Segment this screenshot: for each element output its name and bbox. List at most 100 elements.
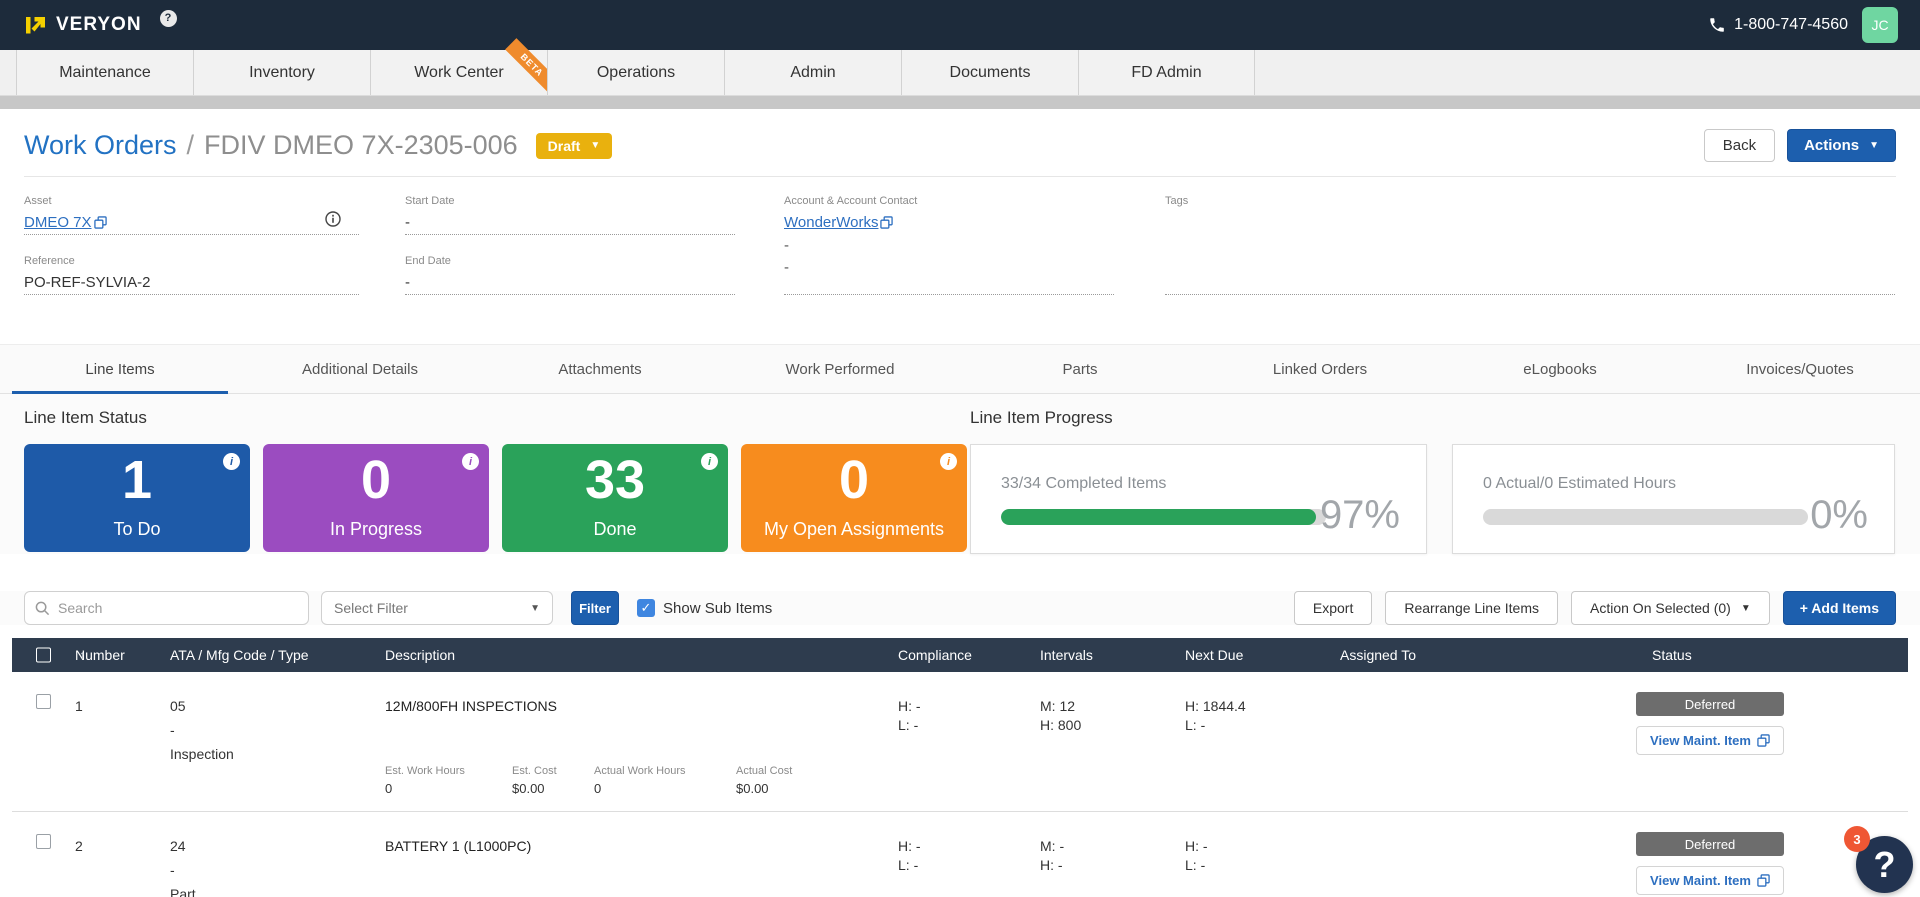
row-ata-type: 05 - Inspection <box>170 697 234 769</box>
module-nav: Maintenance Inventory Work Center BETA O… <box>0 50 1920 96</box>
progress-bar-track <box>1001 509 1326 525</box>
open-window-icon <box>1757 734 1770 747</box>
field-reference: Reference PO-REF-SYLVIA-2 <box>24 255 359 295</box>
progress-percent: 97% <box>1320 493 1400 538</box>
asset-link[interactable]: DMEO 7X <box>24 214 107 231</box>
show-sub-items-toggle[interactable]: ✓ Show Sub Items <box>637 599 772 617</box>
status-dropdown[interactable]: Draft ▼ <box>536 133 613 159</box>
back-button[interactable]: Back <box>1704 129 1775 162</box>
row-checkbox[interactable] <box>36 694 51 709</box>
tab-work-performed[interactable]: Work Performed <box>720 345 960 393</box>
actions-button[interactable]: Actions ▼ <box>1787 129 1896 162</box>
phone-icon <box>1708 16 1726 34</box>
notification-badge: 3 <box>1844 826 1870 852</box>
nav-tab-admin[interactable]: Admin <box>724 50 901 95</box>
account-link[interactable]: WonderWorks <box>784 214 893 231</box>
tab-additional-details[interactable]: Additional Details <box>240 345 480 393</box>
filter-select[interactable]: Select Filter ▼ <box>321 591 553 625</box>
row-intervals: M: 12 H: 800 <box>1040 697 1081 735</box>
status-card-my-open-assignments[interactable]: i 0 My Open Assignments <box>741 444 967 552</box>
column-description[interactable]: Description <box>385 647 455 663</box>
line-items-table: Number↑ ATA / Mfg Code / Type Descriptio… <box>12 638 1908 897</box>
breadcrumb-work-orders[interactable]: Work Orders <box>24 130 177 161</box>
chevron-down-icon: ▼ <box>530 603 540 614</box>
hours-progress-card: 0 Actual/0 Estimated Hours 0% <box>1452 444 1895 554</box>
tab-parts[interactable]: Parts <box>960 345 1200 393</box>
breadcrumb-separator: / <box>187 130 195 161</box>
phone-number: 1-800-747-4560 <box>1734 16 1848 34</box>
tab-line-items[interactable]: Line Items <box>0 345 240 393</box>
open-window-icon <box>1757 874 1770 887</box>
tab-attachments[interactable]: Attachments <box>480 345 720 393</box>
filter-button[interactable]: Filter <box>571 591 619 625</box>
select-all-checkbox[interactable] <box>36 648 51 663</box>
view-maint-item-button[interactable]: View Maint. Item <box>1636 726 1784 755</box>
status-card-done[interactable]: i 33 Done <box>502 444 728 552</box>
view-maint-item-button[interactable]: View Maint. Item <box>1636 866 1784 895</box>
export-button[interactable]: Export <box>1294 591 1372 625</box>
tab-elogbooks[interactable]: eLogbooks <box>1440 345 1680 393</box>
divider-bar <box>0 96 1920 109</box>
rearrange-line-items-button[interactable]: Rearrange Line Items <box>1385 591 1558 625</box>
page-header: Work Orders / FDIV DMEO 7X-2305-006 Draf… <box>0 109 1920 162</box>
field-tags: Tags <box>1165 195 1895 295</box>
topbar-help-icon[interactable]: ? <box>160 10 177 27</box>
completed-items-progress-card: 33/34 Completed Items 97% <box>970 444 1427 554</box>
nav-tab-operations[interactable]: Operations <box>547 50 724 95</box>
row-intervals: M: - H: - <box>1040 837 1064 875</box>
status-card-in-progress[interactable]: i 0 In Progress <box>263 444 489 552</box>
column-next-due[interactable]: Next Due <box>1185 647 1243 663</box>
row-next-due: H: - L: - <box>1185 837 1208 875</box>
row-description: 12M/800FH INSPECTIONS <box>385 697 557 716</box>
table-row: 1 05 - Inspection 12M/800FH INSPECTIONS … <box>12 672 1908 812</box>
progress-bar-fill <box>1001 509 1316 525</box>
actual-cost: Actual Cost $0.00 <box>736 765 792 796</box>
column-status[interactable]: Status <box>1652 647 1692 663</box>
page-title: FDIV DMEO 7X-2305-006 <box>204 130 518 161</box>
add-items-button[interactable]: + Add Items <box>1783 591 1896 625</box>
status-card-to-do[interactable]: i 1 To Do <box>24 444 250 552</box>
field-account-contact: Account & Account Contact WonderWorks - … <box>784 195 1114 295</box>
search-icon <box>35 601 50 616</box>
est-cost: Est. Cost $0.00 <box>512 765 557 796</box>
search-input[interactable] <box>58 600 298 616</box>
tab-linked-orders[interactable]: Linked Orders <box>1200 345 1440 393</box>
search-field[interactable] <box>24 591 309 625</box>
detail-tabs: Line Items Additional Details Attachment… <box>0 344 1920 394</box>
field-end-date: End Date - <box>405 255 735 295</box>
help-widget-button[interactable]: ? 3 <box>1856 836 1913 893</box>
work-order-details: Asset DMEO 7X Start Date - Account & Acc… <box>24 176 1896 304</box>
table-row: 2 24 - Part BATTERY 1 (L1000PC) H: - L: … <box>12 812 1908 897</box>
nav-tab-maintenance[interactable]: Maintenance <box>16 50 193 95</box>
chevron-down-icon: ▼ <box>1869 140 1879 151</box>
nav-tab-fd-admin[interactable]: FD Admin <box>1078 50 1255 95</box>
info-icon[interactable] <box>325 211 341 227</box>
user-avatar[interactable]: JC <box>1862 7 1898 43</box>
status-badge: Deferred <box>1636 692 1784 716</box>
row-number: 1 <box>75 697 83 716</box>
row-next-due: H: 1844.4 L: - <box>1185 697 1246 735</box>
column-assigned-to[interactable]: Assigned To <box>1340 647 1416 663</box>
info-icon[interactable]: i <box>462 453 479 470</box>
veryon-logo-icon <box>22 12 48 38</box>
nav-tab-inventory[interactable]: Inventory <box>193 50 370 95</box>
checkbox-checked-icon[interactable]: ✓ <box>637 599 655 617</box>
tab-invoices-quotes[interactable]: Invoices/Quotes <box>1680 345 1920 393</box>
nav-tab-work-center[interactable]: Work Center BETA <box>370 50 547 95</box>
row-compliance: H: - L: - <box>898 697 921 735</box>
row-compliance: H: - L: - <box>898 837 921 875</box>
line-item-status-title: Line Item Status <box>24 408 970 428</box>
field-asset: Asset DMEO 7X <box>24 195 359 235</box>
veryon-logo[interactable]: VERYON <box>22 12 142 38</box>
info-icon[interactable]: i <box>223 453 240 470</box>
info-icon[interactable]: i <box>701 453 718 470</box>
action-on-selected-dropdown[interactable]: Action On Selected (0) ▼ <box>1571 591 1770 625</box>
column-compliance[interactable]: Compliance <box>898 647 972 663</box>
column-intervals[interactable]: Intervals <box>1040 647 1093 663</box>
row-checkbox[interactable] <box>36 834 51 849</box>
row-description: BATTERY 1 (L1000PC) <box>385 837 531 856</box>
info-icon[interactable]: i <box>940 453 957 470</box>
support-phone[interactable]: 1-800-747-4560 <box>1708 16 1848 34</box>
nav-tab-documents[interactable]: Documents <box>901 50 1078 95</box>
column-ata[interactable]: ATA / Mfg Code / Type <box>170 647 309 663</box>
